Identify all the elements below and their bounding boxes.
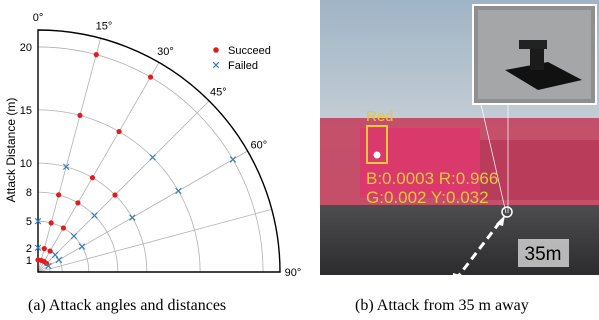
radius-tick-label: 5 — [26, 216, 32, 228]
polar-frame — [37, 29, 281, 273]
angle-tick-label: 30° — [157, 46, 174, 58]
radius-tick-label: 15 — [20, 105, 32, 117]
point-failed — [78, 243, 86, 250]
target-marker — [501, 206, 513, 218]
grid-spoke — [37, 150, 248, 273]
building-right — [480, 140, 599, 200]
grid-spoke — [37, 100, 210, 273]
point-failed-stroke — [91, 212, 98, 219]
legend-marker-succeed — [213, 47, 219, 53]
point-succeed — [147, 74, 154, 80]
point-failed-stroke — [229, 156, 237, 163]
point-failed-stroke — [175, 187, 182, 195]
distance-arrow — [457, 221, 502, 275]
traffic-light-dot — [373, 151, 381, 159]
grid-spoke — [37, 208, 272, 273]
legend: Succeed Failed — [212, 45, 271, 72]
point-failed-stroke — [129, 214, 136, 221]
device-body — [530, 45, 544, 70]
angle-tick-label: 45° — [210, 87, 227, 99]
point-failed — [91, 212, 98, 219]
detection-label: Red — [366, 108, 394, 125]
distance-label: 35m — [525, 244, 562, 265]
legend-label: Succeed — [228, 45, 271, 57]
radius-axis-label: Attack Distance (m) — [4, 98, 18, 203]
angle-tick-label: 90° — [285, 267, 302, 279]
angle-tick-label: 60° — [251, 140, 268, 152]
legend-label: Failed — [228, 60, 258, 72]
polar-chart: 12 5 8 10 15 20 0° 15° 30° 45° 60° 90° Attack Dista… — [4, 12, 302, 279]
point-failed — [229, 156, 237, 163]
readout-line-2: G:0.002 Y:0.032 — [366, 188, 489, 207]
point-succeed — [41, 246, 47, 252]
point-failed-stroke — [149, 154, 156, 161]
grid-spoke — [37, 38, 102, 273]
point-succeed — [116, 128, 122, 135]
point-succeed — [47, 248, 53, 254]
point-succeed — [112, 192, 118, 198]
point-failed-stroke — [70, 232, 78, 240]
data-points — [34, 52, 237, 270]
point-succeed — [60, 225, 67, 231]
distance-badge — [518, 239, 569, 267]
point-failed — [129, 214, 136, 221]
point-failed-stroke — [55, 256, 63, 264]
grid-spoke — [37, 62, 160, 273]
detection-box — [366, 125, 388, 164]
point-failed — [62, 163, 70, 171]
point-failed — [149, 154, 156, 161]
point-failed-stroke — [34, 244, 42, 252]
arrowhead-top — [496, 215, 505, 226]
point-failed-stroke — [51, 251, 59, 259]
point-failed-stroke — [78, 243, 86, 250]
point-failed-stroke — [34, 217, 42, 225]
laser-line-left — [479, 99, 507, 214]
device-head — [519, 40, 547, 49]
point-failed-stroke — [45, 262, 52, 270]
legend-marker-failed — [212, 61, 220, 69]
radius-tick-label: 10 — [20, 158, 32, 170]
point-failed — [55, 256, 63, 264]
point-succeed — [56, 192, 62, 198]
radius-tick-label: 8 — [26, 187, 32, 199]
radius-tick-label: 1 — [26, 255, 32, 267]
caption-left: (a) Attack angles and distances — [28, 297, 227, 314]
radius-tick-label: 2 — [26, 243, 32, 255]
attack-photo: Red B:0.0003 R:0.966 G:0.002 Y:0.032 35m — [320, 0, 599, 275]
device-base — [505, 62, 582, 90]
point-failed — [34, 217, 42, 225]
radius-tick-label: 20 — [20, 42, 32, 54]
point-succeed — [93, 52, 99, 58]
point-failed — [70, 232, 78, 240]
photo-scene: Red B:0.0003 R:0.966 G:0.002 Y:0.032 35m — [320, 0, 599, 275]
caption-right: (b) Attack from 35 m away — [355, 297, 529, 314]
point-failed — [34, 244, 42, 252]
point-succeed — [89, 175, 96, 181]
readout-line-1: B:0.0003 R:0.966 — [366, 169, 498, 188]
point-failed — [175, 187, 182, 195]
point-failed — [45, 262, 52, 270]
point-failed — [51, 251, 59, 259]
point-failed-stroke — [62, 163, 70, 171]
point-succeed — [48, 220, 54, 226]
point-succeed — [77, 112, 83, 118]
polar-axes: 12 5 8 10 15 20 0° 15° 30° 45° 60° 90° — [20, 12, 302, 279]
point-succeed — [75, 200, 81, 206]
angle-tick-label: 15° — [96, 21, 113, 33]
angle-tick-label: 0° — [33, 12, 44, 24]
arrowhead-bottom — [452, 273, 460, 275]
